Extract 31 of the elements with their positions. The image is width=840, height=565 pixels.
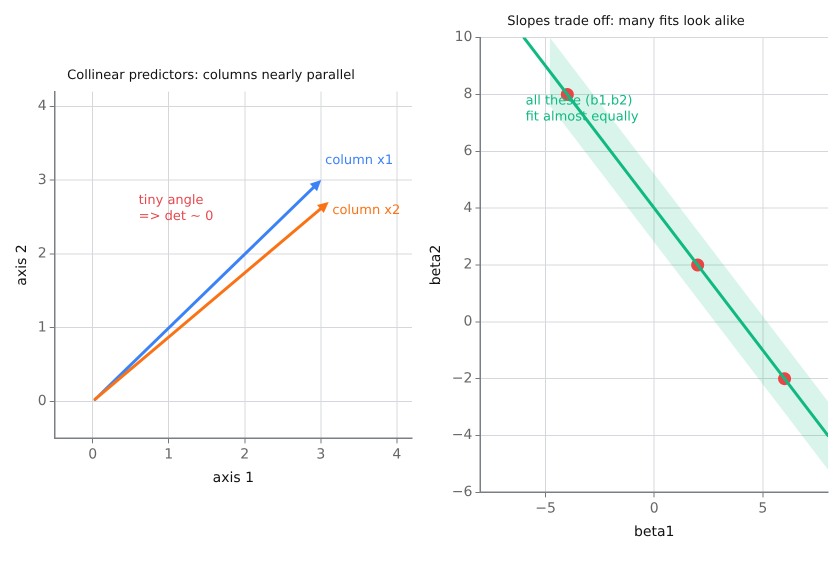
y-tick-label: 0 bbox=[38, 393, 47, 410]
y-tick-label: 4 bbox=[464, 200, 473, 216]
y-tick-label: 1 bbox=[38, 319, 47, 336]
annotation: column x1 bbox=[325, 152, 394, 168]
x-tick-label: 0 bbox=[650, 500, 659, 516]
y-tick-label: 0 bbox=[464, 313, 472, 330]
x-tick-label: −5 bbox=[535, 500, 556, 516]
y-tick-label: 2 bbox=[464, 256, 472, 273]
y-tick-label: 4 bbox=[38, 98, 47, 114]
x-tick-label: 5 bbox=[758, 500, 768, 516]
x-tick-label: 2 bbox=[240, 446, 250, 462]
x-tick-label: 1 bbox=[164, 446, 174, 462]
y-tick-label: −4 bbox=[452, 427, 473, 444]
y-tick-label: 2 bbox=[38, 246, 47, 262]
y-tick-label: 10 bbox=[454, 29, 472, 46]
x-axis-title: beta1 bbox=[634, 524, 674, 540]
x-tick-label: 4 bbox=[392, 446, 402, 462]
x-tick-label: 3 bbox=[316, 446, 326, 462]
annotation: tiny angle => det ~ 0 bbox=[138, 192, 214, 224]
y-tick-label: 6 bbox=[464, 142, 473, 159]
y-tick-label: −2 bbox=[452, 370, 472, 386]
y-tick-label: 8 bbox=[464, 86, 472, 102]
y-tick-label: 3 bbox=[38, 172, 47, 188]
x-tick-label: 0 bbox=[88, 446, 98, 462]
chart-title: Collinear predictors: columns nearly parallel bbox=[67, 68, 355, 84]
annotation: column x2 bbox=[332, 203, 400, 218]
chart-title: Slopes trade off: many fits look alike bbox=[507, 14, 745, 30]
y-tick-label: −6 bbox=[452, 484, 473, 500]
y-axis-title: beta2 bbox=[428, 244, 444, 286]
x-axis-title: axis 1 bbox=[212, 470, 254, 486]
y-axis-title: axis 2 bbox=[14, 244, 30, 286]
